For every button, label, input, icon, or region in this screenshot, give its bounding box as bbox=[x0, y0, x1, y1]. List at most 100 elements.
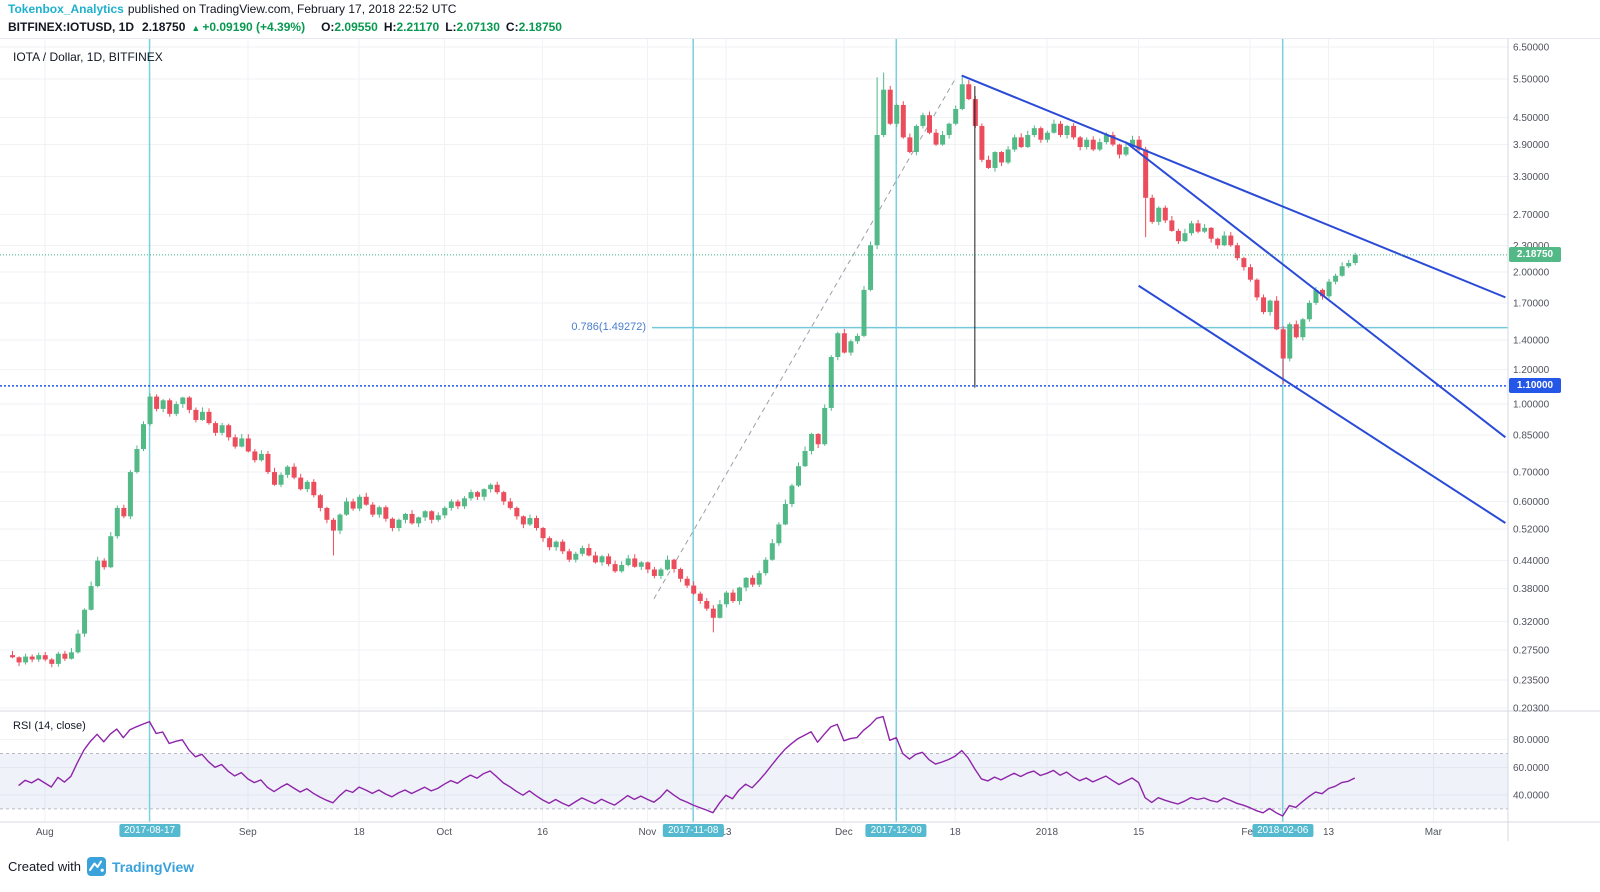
candle bbox=[330, 519, 336, 531]
candle bbox=[324, 507, 330, 520]
candle bbox=[959, 84, 965, 109]
candle bbox=[23, 656, 29, 663]
candle bbox=[75, 633, 81, 653]
price-axis-label: 5.50000 bbox=[1513, 75, 1550, 86]
candle bbox=[697, 593, 703, 602]
candle bbox=[835, 333, 841, 358]
date-badge: 2017-08-17 bbox=[118, 824, 181, 837]
candle bbox=[344, 501, 350, 515]
candle bbox=[1097, 142, 1103, 150]
price-axis-label: 4.50000 bbox=[1513, 113, 1550, 124]
rsi-indicator-label[interactable]: RSI (14, close) bbox=[13, 720, 86, 732]
candle bbox=[1156, 207, 1162, 222]
candle bbox=[894, 104, 900, 124]
candle bbox=[16, 657, 22, 663]
candle bbox=[691, 585, 697, 594]
tradingview-link[interactable]: TradingView bbox=[111, 858, 195, 875]
price-axis-label: 6.50000 bbox=[1513, 43, 1550, 54]
candle bbox=[999, 152, 1005, 163]
candle bbox=[900, 104, 906, 138]
candle bbox=[1058, 123, 1063, 136]
candle bbox=[1287, 324, 1293, 359]
candle bbox=[49, 659, 55, 664]
fib-level-label: 0.786(1.49272) bbox=[571, 321, 646, 333]
candle bbox=[1228, 235, 1234, 246]
time-axis-label: Mar bbox=[1425, 827, 1443, 838]
candle bbox=[298, 477, 304, 490]
candle bbox=[514, 507, 520, 517]
candle bbox=[167, 400, 173, 414]
time-axis-label: 16 bbox=[537, 827, 549, 838]
candle bbox=[756, 573, 762, 585]
candle bbox=[475, 492, 481, 497]
tradingview-logo-icon[interactable] bbox=[86, 857, 106, 876]
candle bbox=[737, 587, 743, 602]
candle bbox=[979, 125, 985, 160]
candle bbox=[940, 135, 946, 145]
candle bbox=[507, 501, 513, 508]
candle bbox=[213, 423, 219, 433]
time-axis-label: 13 bbox=[1323, 827, 1335, 838]
candle bbox=[1247, 267, 1253, 280]
candle bbox=[186, 397, 192, 410]
candle bbox=[1313, 289, 1319, 303]
candle bbox=[854, 335, 860, 342]
price-axis-label: 0.20300 bbox=[1513, 704, 1550, 715]
candle bbox=[304, 481, 310, 490]
candle bbox=[403, 513, 408, 520]
alert-line-badge: 1.10000 bbox=[1509, 378, 1561, 393]
candle bbox=[769, 543, 775, 560]
candle bbox=[160, 400, 166, 409]
candle bbox=[134, 449, 140, 473]
time-axis-label: 18 bbox=[354, 827, 366, 838]
time-axis-label: Dec bbox=[835, 827, 853, 838]
price-axis-label: 0.32000 bbox=[1513, 617, 1550, 628]
chart-canvas[interactable]: 6.50000 5.50000 4.50000 3.90000 3.30000 2.700… bbox=[0, 38, 1600, 841]
candle bbox=[651, 569, 657, 576]
candle bbox=[809, 433, 815, 451]
up-arrow-icon: ▲ bbox=[191, 23, 201, 33]
candle bbox=[291, 466, 297, 478]
candle bbox=[573, 553, 579, 560]
candle bbox=[141, 424, 146, 450]
candle bbox=[638, 562, 644, 567]
candle bbox=[579, 548, 585, 554]
candle bbox=[396, 519, 402, 529]
price-axis-label: 0.44000 bbox=[1513, 556, 1550, 567]
candle bbox=[560, 541, 566, 552]
candle bbox=[82, 609, 88, 634]
rsi-axis-label: 40.0000 bbox=[1513, 791, 1550, 802]
candle bbox=[1189, 223, 1194, 234]
candle bbox=[1051, 123, 1057, 133]
symbol-label[interactable]: BITFINEX:IOTUSD, 1D bbox=[8, 20, 135, 34]
candle bbox=[861, 289, 867, 336]
candle bbox=[1025, 135, 1031, 148]
candle bbox=[953, 108, 959, 124]
candle bbox=[730, 592, 736, 602]
price-axis-label: 2.00000 bbox=[1513, 267, 1550, 278]
low-label: L: bbox=[445, 20, 457, 34]
trendline bbox=[1138, 284, 1506, 524]
candle bbox=[907, 137, 913, 153]
time-axis-label: Oct bbox=[437, 827, 453, 838]
candle bbox=[1254, 279, 1260, 298]
candle bbox=[337, 514, 343, 531]
candle bbox=[1202, 227, 1208, 232]
candle bbox=[1221, 235, 1227, 246]
candle bbox=[920, 115, 926, 126]
candle bbox=[1130, 139, 1136, 148]
author-link[interactable]: Tokenbox_Analytics bbox=[8, 2, 124, 16]
candle bbox=[1005, 149, 1011, 163]
candle bbox=[540, 528, 546, 539]
candle bbox=[1090, 139, 1096, 150]
candle bbox=[789, 485, 795, 505]
price-axis-label: 2.30000 bbox=[1513, 241, 1550, 252]
candle bbox=[1215, 238, 1221, 246]
candle bbox=[1352, 254, 1358, 264]
candle bbox=[448, 501, 454, 508]
chart-area[interactable]: 6.50000 5.50000 4.50000 3.90000 3.30000 2.700… bbox=[0, 38, 1600, 841]
candle bbox=[62, 653, 68, 659]
candle bbox=[154, 396, 160, 409]
publish-info: published on TradingView.com, February 1… bbox=[127, 2, 457, 16]
price-axis-label: 1.70000 bbox=[1513, 298, 1550, 309]
